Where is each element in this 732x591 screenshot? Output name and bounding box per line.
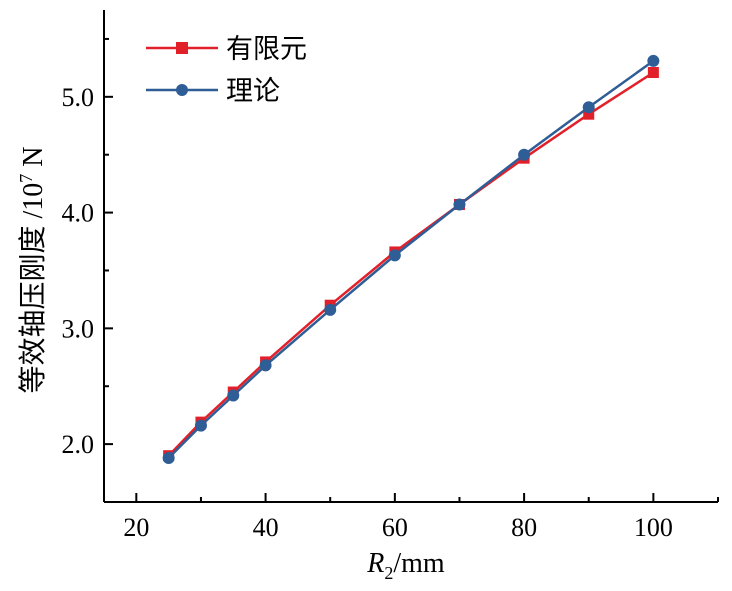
legend-item-theory: 理论 [146,76,280,107]
y-axis-title-unit: N [18,146,49,173]
x-axis-title: R2/mm [366,548,445,583]
x-tick-label-40: 40 [253,513,279,542]
y-tick-label-3: 3.0 [62,314,95,343]
point-s1-x30 [194,419,207,432]
point-s1-x25 [162,452,175,465]
point-s1-x90 [582,101,595,114]
legend-marker-fem [176,42,188,54]
point-s1-x100 [647,54,660,67]
point-s1-x50 [324,303,337,316]
x-tick-label-80: 80 [511,513,537,542]
point-s1-x80 [518,148,531,161]
point-s0-x100 [647,67,659,79]
x-axis-title-unit: /mm [393,548,445,579]
y-axis-title-sup: 7 [16,174,36,183]
legend-marker-theory [176,84,188,96]
series-line-1 [167,59,655,459]
y-tick-label-2: 2.0 [62,430,95,459]
x-ticks: 20 40 60 80 100 [123,493,719,542]
point-s1-x40 [259,359,272,372]
x-axis-title-main: R [366,548,384,579]
y-ticks: 2.0 3.0 4.0 5.0 [62,37,113,503]
x-tick-label-100: 100 [634,513,673,542]
x-tick-label-20: 20 [123,513,149,542]
legend-item-fem: 有限元 [146,34,307,65]
series-layer [162,54,660,465]
y-tick-label-4: 4.0 [62,199,95,228]
y-axis-title-main: 等效轴压刚度 /10 [17,183,49,394]
series-0 [163,67,659,462]
y-tick-label-5: 5.0 [62,83,95,112]
legend-label-theory: 理论 [226,76,280,107]
y-axis-title: 等效轴压刚度 /107 N [16,146,49,393]
axes [103,10,718,503]
series-1 [162,54,660,465]
point-s1-x60 [388,249,401,262]
legend-label-fem: 有限元 [226,34,307,65]
point-s1-x35 [227,389,240,402]
x-tick-label-60: 60 [382,513,408,542]
point-s1-x70 [453,198,466,211]
legend: 有限元 理论 [146,34,307,107]
series-line-0 [167,71,655,457]
point-s0-x90 [583,108,595,120]
x-axis-title-sub: 2 [384,563,393,583]
